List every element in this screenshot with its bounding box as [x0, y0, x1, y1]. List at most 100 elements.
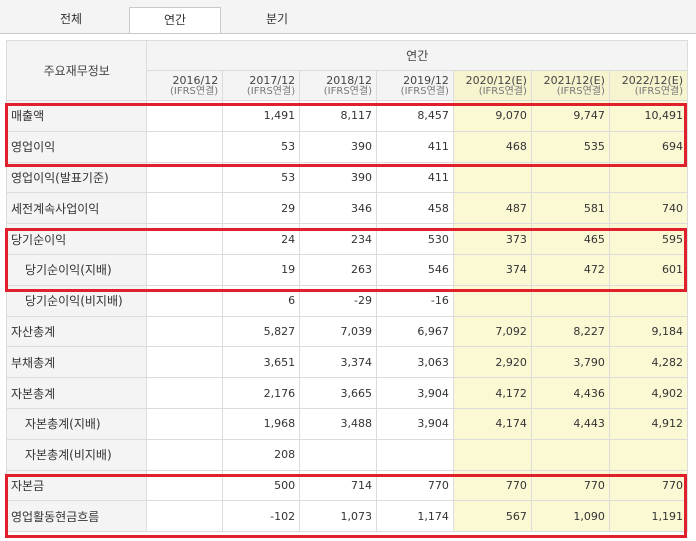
- row-label[interactable]: 매출액: [5, 100, 148, 132]
- column-header-3: 2019/12 (IFRS연결): [375, 70, 454, 101]
- table-cell: [608, 284, 689, 317]
- table-cell: 3,790: [530, 346, 610, 379]
- row-label[interactable]: 영업이익(발표기준): [5, 161, 148, 194]
- table-row: 자본총계 2,176 3,665 3,904 4,172 4,436 4,902: [5, 377, 689, 409]
- row-label[interactable]: 자산총계: [5, 315, 148, 348]
- column-year: 2018/12: [326, 73, 372, 87]
- table-cell: 6: [222, 284, 301, 317]
- table-cell: 8,457: [375, 100, 454, 132]
- table-row: 매출액 1,491 8,117 8,457 9,070 9,747 10,491: [5, 100, 689, 132]
- table-cell: 208: [222, 438, 301, 471]
- table-cell: 10,491: [608, 100, 689, 132]
- table-cell: 3,374: [299, 346, 377, 379]
- table-cell: 4,282: [608, 346, 689, 379]
- tab-annual[interactable]: 연간: [129, 7, 221, 34]
- table-cell: [146, 346, 224, 379]
- table-cell: 468: [452, 130, 532, 163]
- table-cell: 411: [375, 130, 454, 163]
- row-label[interactable]: 영업활동현금흐름: [5, 500, 148, 533]
- table-cell: 4,172: [452, 377, 532, 409]
- table-cell: 4,436: [530, 377, 610, 409]
- table-cell: 1,090: [530, 500, 610, 533]
- table-cell: 5,827: [222, 315, 301, 348]
- table-cell: 500: [222, 469, 301, 502]
- table-cell: [452, 161, 532, 194]
- tab-quarterly[interactable]: 분기: [265, 12, 289, 26]
- row-header-label: 주요재무정보: [5, 40, 148, 101]
- table-row: 자본금 500 714 770 770 770 770: [5, 469, 689, 502]
- table-cell: 601: [608, 253, 689, 286]
- table-row: 세전계속사업이익 29 346 458 487 581 740: [5, 192, 689, 225]
- column-header-1: 2017/12 (IFRS연결): [222, 70, 301, 101]
- table-cell: 373: [452, 223, 532, 255]
- row-label[interactable]: 자본총계(지배): [5, 407, 148, 440]
- table-cell: 3,488: [299, 407, 377, 440]
- column-basis: (IFRS연결): [246, 85, 296, 97]
- table-cell: 3,904: [375, 377, 454, 409]
- row-label[interactable]: 자본총계: [5, 377, 148, 409]
- table-cell: [608, 161, 689, 194]
- table-cell: [146, 377, 224, 409]
- column-year: 2022/12(E): [621, 73, 683, 87]
- table-cell: 2,176: [222, 377, 301, 409]
- table-cell: [146, 438, 224, 471]
- table-cell: [146, 223, 224, 255]
- table-cell: 770: [375, 469, 454, 502]
- column-basis: (IFRS연결): [323, 85, 372, 97]
- table-cell: 53: [222, 130, 301, 163]
- table-cell: [146, 130, 224, 163]
- table-row: 자본총계(비지배) 208: [5, 438, 689, 471]
- tabs-divider: [0, 33, 696, 34]
- row-label[interactable]: 당기순이익(지배): [5, 253, 148, 286]
- table-cell: [375, 438, 454, 471]
- table-cell: 1,191: [608, 500, 689, 533]
- table-cell: [608, 438, 689, 471]
- table-row: 부채총계 3,651 3,374 3,063 2,920 3,790 4,282: [5, 346, 689, 379]
- table-cell: 411: [375, 161, 454, 194]
- table-row: 당기순이익(지배) 19 263 546 374 472 601: [5, 253, 689, 286]
- row-label[interactable]: 당기순이익(비지배): [5, 284, 148, 317]
- table-cell: 546: [375, 253, 454, 286]
- table-cell: [146, 315, 224, 348]
- table-cell: 535: [530, 130, 610, 163]
- table-cell: 19: [222, 253, 301, 286]
- column-year: 2020/12(E): [465, 73, 527, 87]
- table-cell: 567: [452, 500, 532, 533]
- table-cell: 346: [299, 192, 377, 225]
- table-cell: [530, 284, 610, 317]
- row-label[interactable]: 당기순이익: [5, 223, 148, 255]
- table-cell: 24: [222, 223, 301, 255]
- table-cell: -16: [375, 284, 454, 317]
- table-cell: [530, 161, 610, 194]
- table-cell: [146, 500, 224, 533]
- column-header-4: 2020/12(E) (IFRS연결): [452, 70, 532, 101]
- row-label[interactable]: 자본총계(비지배): [5, 438, 148, 471]
- column-basis: (IFRS연결): [634, 85, 683, 97]
- row-label[interactable]: 자본금: [5, 469, 148, 502]
- row-label[interactable]: 세전계속사업이익: [5, 192, 148, 225]
- period-tabs: 전체 연간 분기: [0, 0, 696, 34]
- table-cell: 1,491: [222, 100, 301, 132]
- row-label[interactable]: 영업이익: [5, 130, 148, 163]
- table-cell: 7,092: [452, 315, 532, 348]
- table-cell: 714: [299, 469, 377, 502]
- period-header: 연간: [146, 40, 688, 71]
- column-basis: (IFRS연결): [170, 85, 219, 97]
- table-cell: 595: [608, 223, 689, 255]
- table-cell: [299, 438, 377, 471]
- row-label[interactable]: 부채총계: [5, 346, 148, 379]
- table-cell: 458: [375, 192, 454, 225]
- table-cell: 390: [299, 161, 377, 194]
- column-basis: (IFRS연결): [400, 85, 449, 97]
- table-cell: 465: [530, 223, 610, 255]
- table-cell: [146, 161, 224, 194]
- table-cell: [146, 407, 224, 440]
- table-cell: -29: [299, 284, 377, 317]
- table-cell: 53: [222, 161, 301, 194]
- tab-all[interactable]: 전체: [59, 12, 83, 26]
- table-cell: 1,968: [222, 407, 301, 440]
- column-header-2: 2018/12 (IFRS연결): [299, 70, 377, 101]
- column-year: 2017/12: [249, 73, 296, 87]
- table-cell: 390: [299, 130, 377, 163]
- table-cell: 9,070: [452, 100, 532, 132]
